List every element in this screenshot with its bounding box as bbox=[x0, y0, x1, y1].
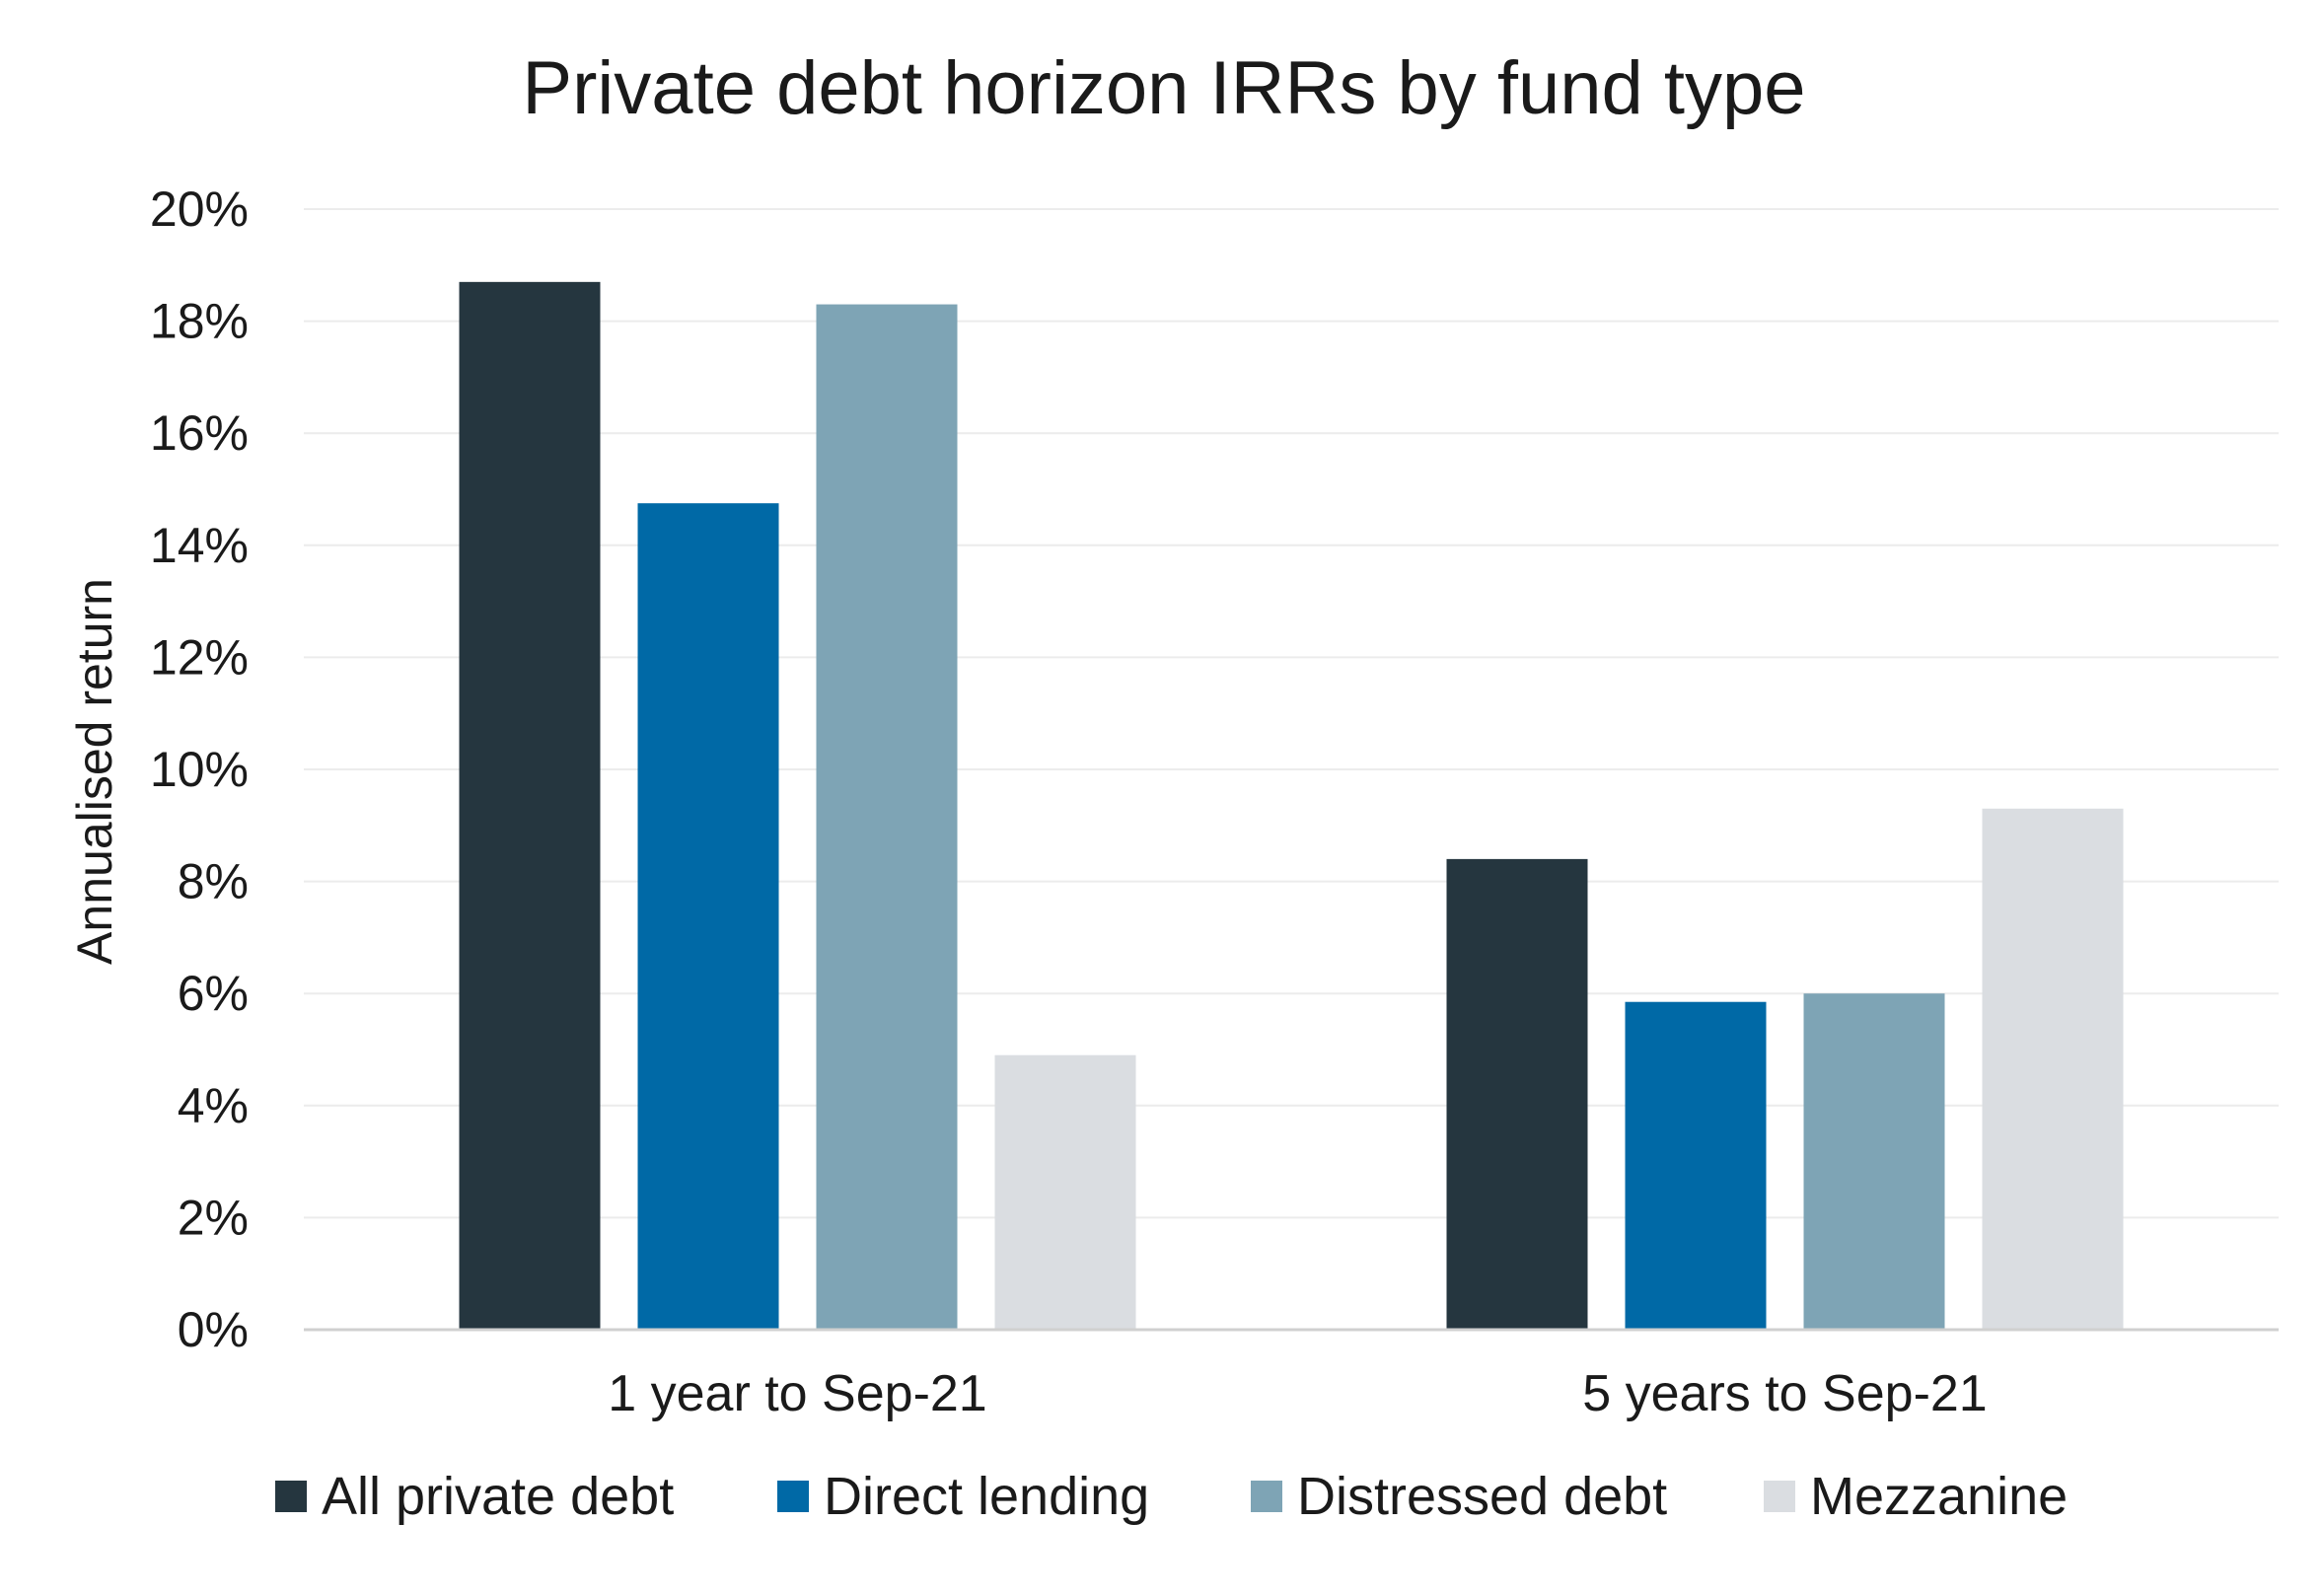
y-tick-label: 0% bbox=[178, 1302, 249, 1357]
y-tick-label: 12% bbox=[150, 629, 249, 685]
y-axis-label: Annualised return bbox=[67, 578, 122, 965]
legend-swatch bbox=[1764, 1481, 1795, 1512]
bar bbox=[1625, 1001, 1767, 1330]
bar bbox=[637, 503, 779, 1330]
legend-label: Mezzanine bbox=[1810, 1467, 2068, 1526]
bar bbox=[1982, 808, 2124, 1330]
legend-label: Distressed debt bbox=[1297, 1467, 1667, 1526]
bars bbox=[459, 281, 2124, 1331]
y-tick-label: 6% bbox=[178, 966, 249, 1021]
y-tick-label: 14% bbox=[150, 518, 249, 573]
y-axis-ticks: 0% 2% 4% 6% 8% 10% 12% 14% 16% 18% 20% bbox=[150, 181, 249, 1357]
legend-swatch bbox=[1251, 1481, 1282, 1512]
x-category-label: 5 years to Sep-21 bbox=[1582, 1365, 1987, 1422]
y-tick-label: 8% bbox=[178, 854, 249, 909]
bar bbox=[816, 304, 958, 1330]
legend-swatch bbox=[777, 1481, 809, 1512]
y-tick-label: 18% bbox=[150, 294, 249, 349]
chart-title: Private debt horizon IRRs by fund type bbox=[522, 46, 1805, 130]
y-tick-label: 4% bbox=[178, 1078, 249, 1133]
x-axis-categories: 1 year to Sep-21 5 years to Sep-21 bbox=[608, 1365, 1987, 1422]
legend: All private debt Direct lending Distressed… bbox=[275, 1467, 2068, 1526]
bar bbox=[1446, 858, 1588, 1330]
bar bbox=[1803, 993, 1945, 1330]
y-tick-label: 16% bbox=[150, 405, 249, 461]
bar bbox=[459, 281, 601, 1331]
bar bbox=[994, 1054, 1136, 1330]
y-tick-label: 10% bbox=[150, 742, 249, 797]
x-category-label: 1 year to Sep-21 bbox=[608, 1365, 986, 1422]
gridlines bbox=[304, 208, 2279, 1219]
legend-label: Direct lending bbox=[824, 1467, 1149, 1526]
legend-label: All private debt bbox=[322, 1467, 674, 1526]
legend-swatch bbox=[275, 1481, 307, 1512]
y-tick-label: 20% bbox=[150, 181, 249, 237]
y-tick-label: 2% bbox=[178, 1190, 249, 1245]
